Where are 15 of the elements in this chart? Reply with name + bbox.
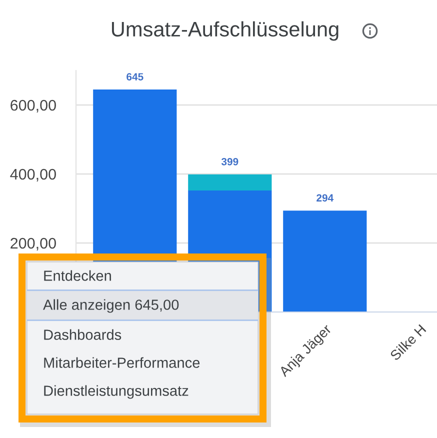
total-label: 294 bbox=[316, 194, 334, 202]
annotation: Entdecken bbox=[44, 270, 111, 281]
text: Mitarbeiter-Performance bbox=[44, 357, 200, 368]
chart-title: Umsatz-Aufschlüsselung bbox=[112, 21, 338, 41]
bar bbox=[188, 174, 272, 191]
x-tick-label: Silke H bbox=[389, 324, 426, 361]
y-tick-label: 600,00 bbox=[10, 100, 56, 112]
text: Dienstleistungsumsatz bbox=[44, 385, 188, 399]
text: Dashboards bbox=[44, 329, 122, 340]
total-label: 399 bbox=[221, 158, 238, 166]
total-label: 645 bbox=[126, 73, 144, 80]
bar bbox=[283, 210, 367, 312]
y-tick-label: 400,00 bbox=[10, 168, 56, 182]
y-tick-label: 200,00 bbox=[10, 238, 56, 250]
annotation: Alle anzeigen 645,00 bbox=[43, 299, 179, 313]
